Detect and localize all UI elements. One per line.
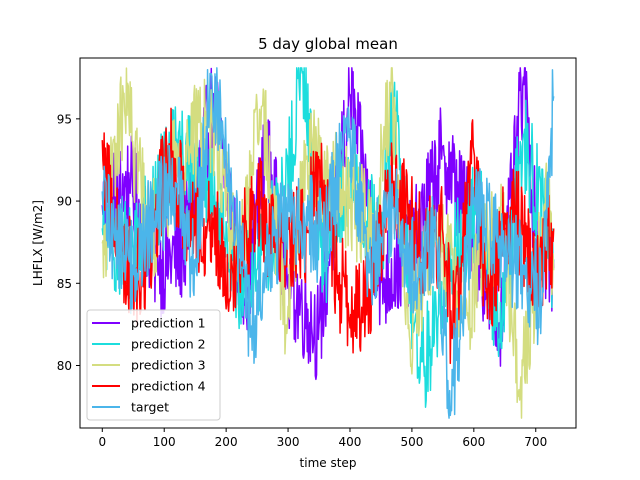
x-tick-label: 700 [524, 435, 547, 449]
y-tick-label: 85 [57, 277, 72, 291]
y-axis-label: LHFLX [W/m2] [31, 200, 45, 286]
y-tick-label: 80 [57, 359, 72, 373]
legend-label-2: prediction 2 [131, 337, 206, 352]
ticks-layer: 0 100 200 300 400 500 600 700 80 85 90 95 [57, 112, 547, 449]
chart-title: 5 day global mean [258, 35, 398, 53]
y-tick-label: 95 [57, 112, 72, 126]
x-tick-label: 600 [462, 435, 485, 449]
legend-label-3: prediction 3 [131, 358, 206, 373]
y-tick-label: 90 [57, 195, 72, 209]
x-tick-label: 100 [153, 435, 176, 449]
x-tick-label: 500 [400, 435, 423, 449]
legend-label-1: prediction 1 [131, 316, 206, 331]
legend: prediction 1 prediction 2 prediction 3 pred… [86, 309, 221, 421]
plot-frame [79, 57, 577, 429]
x-tick-label: 0 [98, 435, 106, 449]
series-line-3 [101, 67, 555, 419]
x-axis-label: time step [300, 456, 357, 470]
x-tick-label: 200 [215, 435, 238, 449]
series-line-5 [101, 67, 555, 419]
x-tick-label: 300 [277, 435, 300, 449]
series-layer [101, 67, 555, 419]
legend-box [86, 309, 221, 421]
legend-label-5: target [131, 400, 169, 415]
legend-label-4: prediction 4 [131, 379, 206, 394]
x-tick-label: 400 [339, 435, 362, 449]
